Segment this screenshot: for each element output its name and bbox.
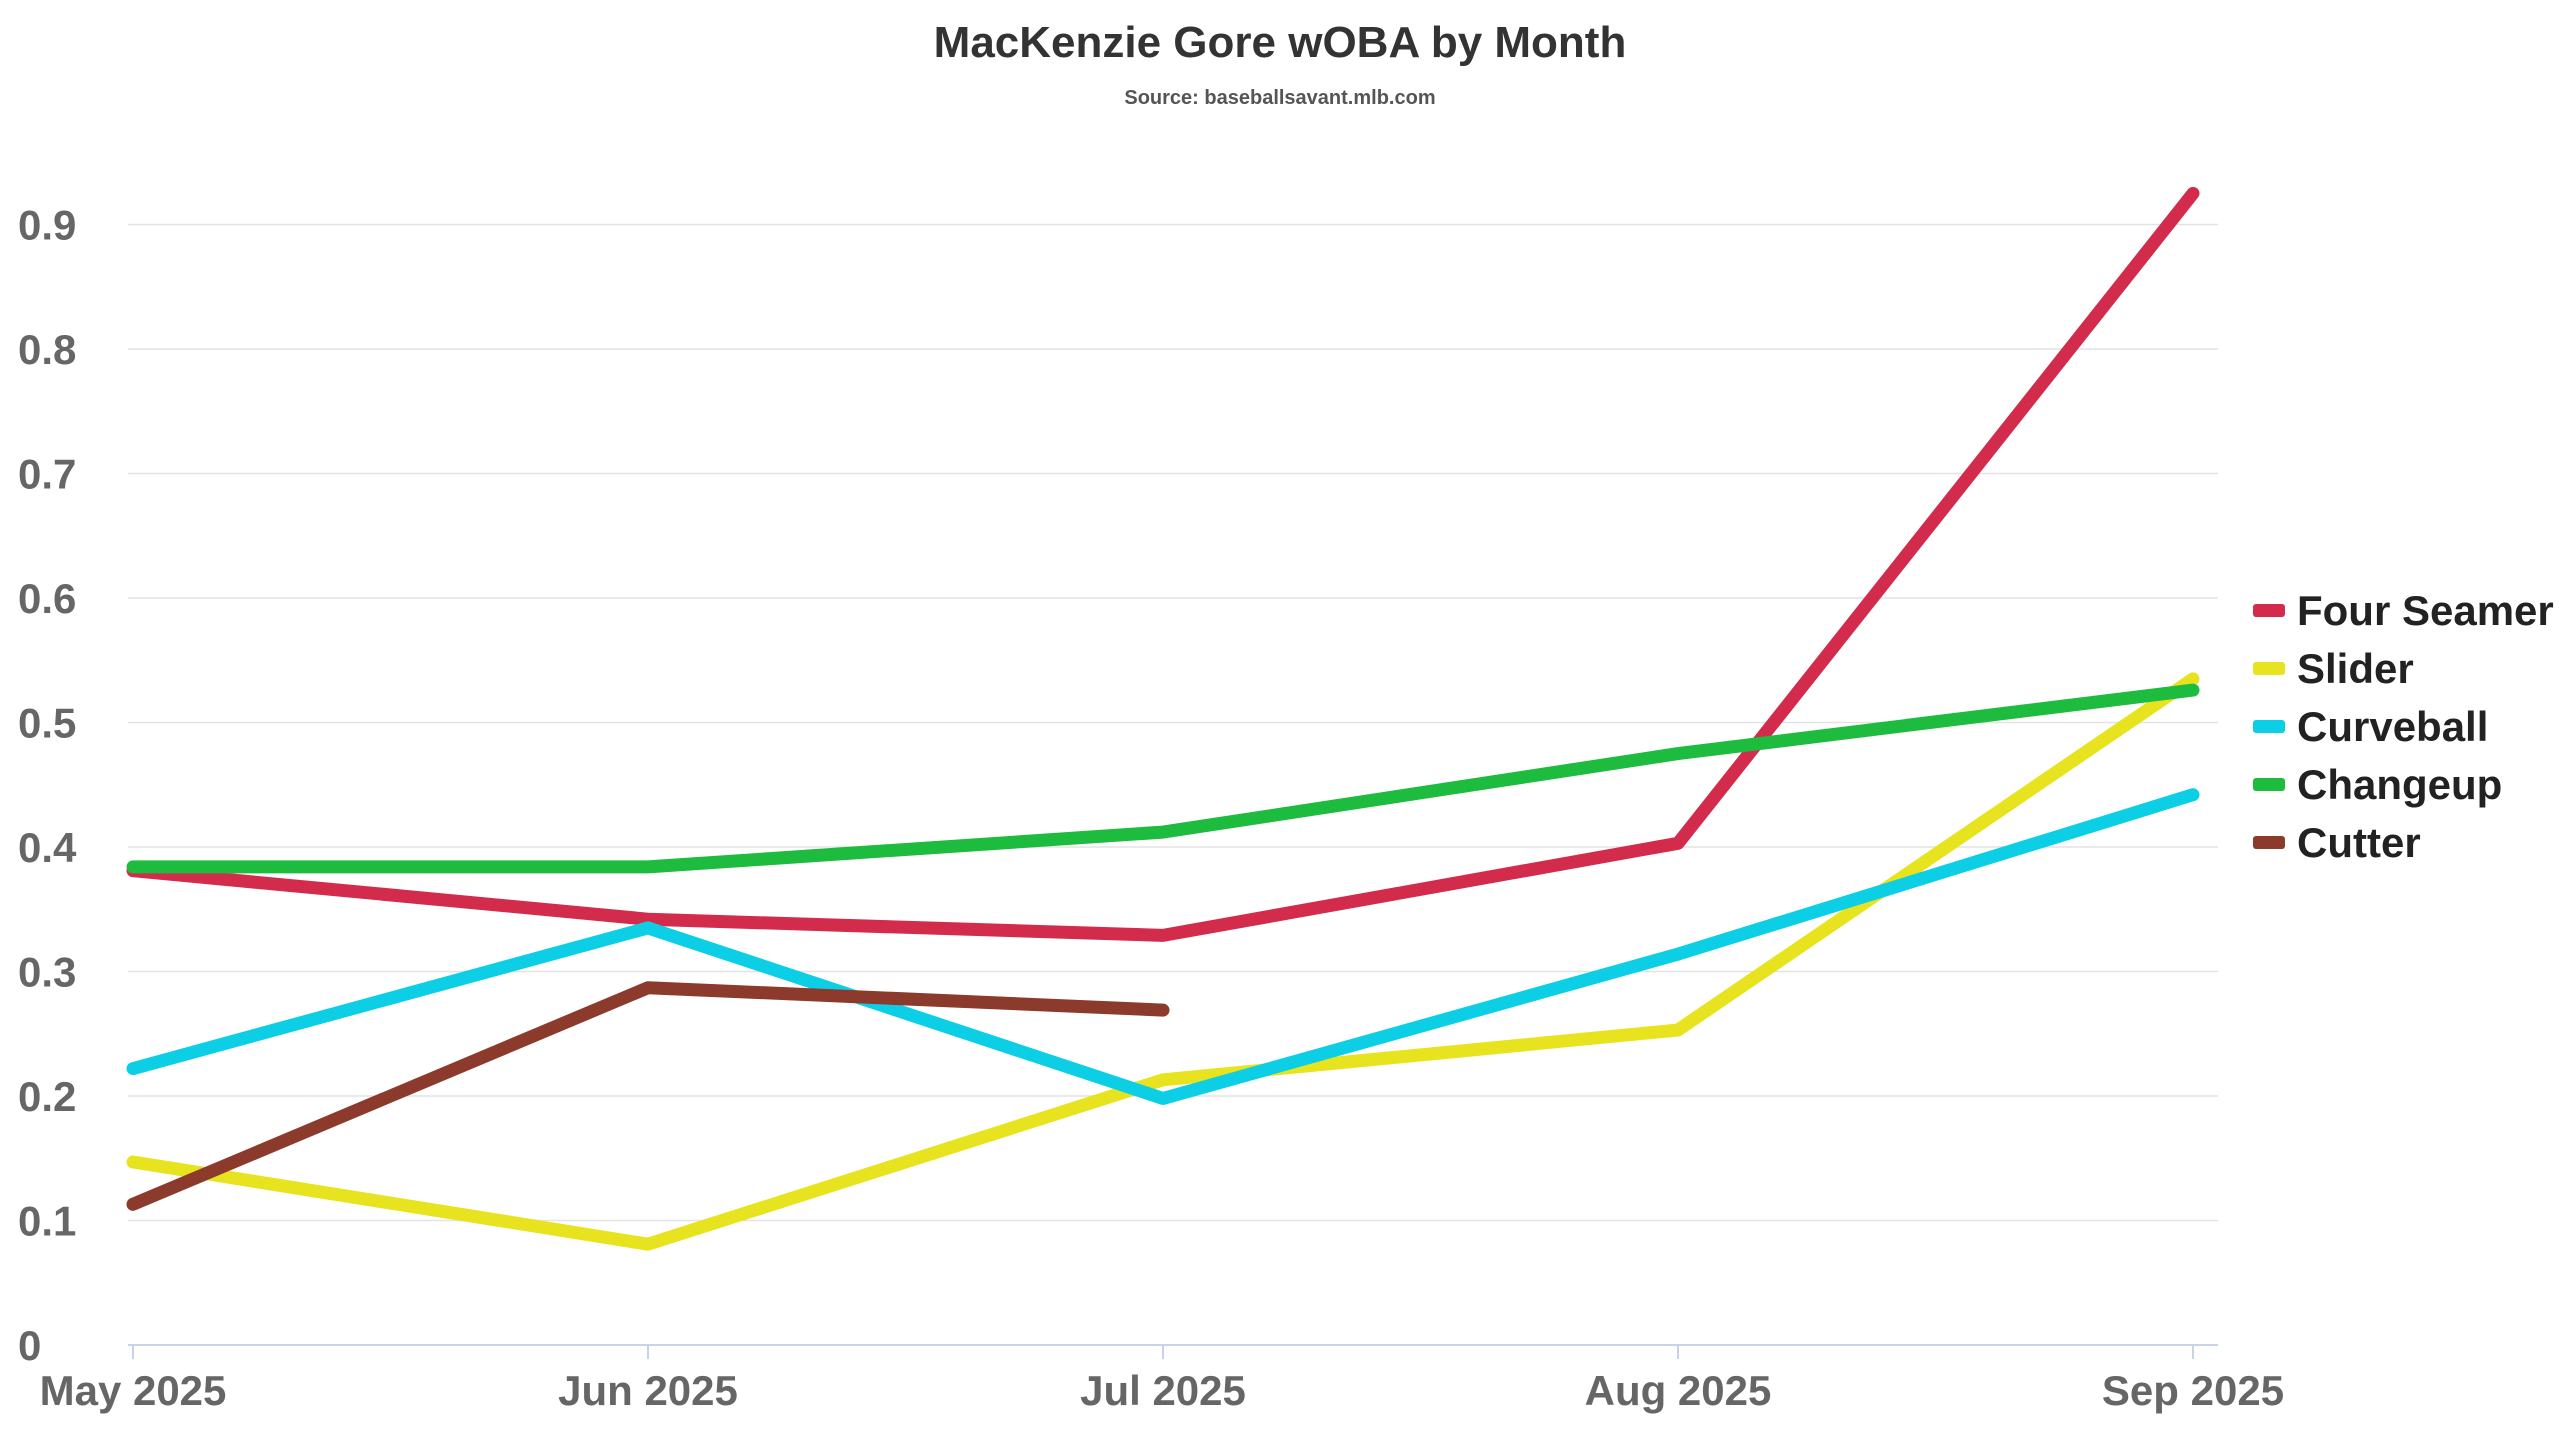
y-tick-label: 0.4 — [18, 824, 77, 871]
series-line-four-seamer[interactable] — [126, 186, 2200, 942]
legend-item-four-seamer[interactable]: Four Seamer — [2253, 587, 2554, 634]
legend[interactable]: Four Seamer Slider Curveball Changeup Cutter — [2253, 587, 2554, 866]
series-line-cutter[interactable] — [126, 981, 1170, 1211]
x-tick-label: Sep 2025 — [2102, 1367, 2284, 1414]
legend-item-cutter[interactable]: Cutter — [2253, 819, 2421, 866]
legend-item-changeup[interactable]: Changeup — [2253, 761, 2502, 808]
series-lines — [126, 186, 2200, 1251]
y-tick-label: 0.3 — [18, 949, 76, 996]
series-line-curveball[interactable] — [126, 788, 2200, 1105]
x-tick-label: May 2025 — [40, 1367, 227, 1414]
axes: 0 0.1 0.2 0.3 0.4 0.5 0.6 0.7 0.8 0.9 May 2025 Jun … — [18, 202, 2284, 1415]
y-tick-label: 0.5 — [18, 700, 76, 747]
y-tick-label: 0.1 — [18, 1198, 76, 1245]
legend-label: Four Seamer — [2297, 587, 2554, 634]
series-line-changeup[interactable] — [126, 683, 2200, 874]
y-tick-label: 0.7 — [18, 451, 76, 498]
x-tick-label: Jul 2025 — [1080, 1367, 1246, 1414]
legend-label: Cutter — [2297, 819, 2421, 866]
legend-swatch — [2253, 662, 2285, 675]
legend-swatch — [2253, 604, 2285, 617]
y-tick-label: 0.2 — [18, 1073, 76, 1120]
legend-label: Curveball — [2297, 703, 2488, 750]
chart-subtitle: Source: baseballsavant.mlb.com — [1124, 87, 1435, 109]
y-tick-label: 0.9 — [18, 202, 76, 249]
x-tick-label: Jun 2025 — [558, 1367, 738, 1414]
legend-swatch — [2253, 778, 2285, 791]
chart-title: MacKenzie Gore wOBA by Month — [934, 18, 1627, 67]
legend-label: Changeup — [2297, 761, 2502, 808]
legend-swatch — [2253, 836, 2285, 849]
legend-label: Slider — [2297, 645, 2414, 692]
x-tick-label: Aug 2025 — [1585, 1367, 1772, 1414]
legend-item-slider[interactable]: Slider — [2253, 645, 2414, 692]
y-tick-label: 0 — [18, 1322, 41, 1369]
series-line-slider[interactable] — [126, 672, 2200, 1251]
y-tick-label: 0.6 — [18, 575, 76, 622]
legend-item-curveball[interactable]: Curveball — [2253, 703, 2488, 750]
legend-swatch — [2253, 720, 2285, 733]
y-tick-label: 0.8 — [18, 326, 76, 373]
